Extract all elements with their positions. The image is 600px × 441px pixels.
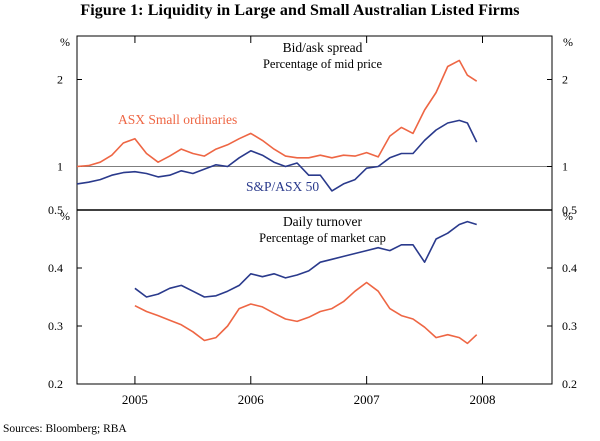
xtick-label-2006: 2006 xyxy=(238,392,265,407)
turnover-ytick-label-right: 0.2 xyxy=(562,377,577,391)
turnover-ytick-label-left: 0.3 xyxy=(48,319,63,333)
spread-ytick-label-right: 1 xyxy=(562,160,568,174)
sources-note: Sources: Bloomberg; RBA xyxy=(3,423,127,435)
spread-ytick-label-left: 2 xyxy=(57,73,63,87)
spread-unit-left: % xyxy=(60,35,70,49)
turnover-ytick-label-left: 0.2 xyxy=(48,377,63,391)
turnover-series-asx50 xyxy=(134,220,477,298)
figure-title: Figure 1: Liquidity in Large and Small A… xyxy=(80,2,520,19)
spread-series-asx50 xyxy=(76,119,478,192)
turnover-ytick-label-left: 0.5 xyxy=(48,203,63,217)
xtick-label-2005: 2005 xyxy=(122,392,148,407)
turnover-title: Daily turnover xyxy=(283,214,363,229)
spread-series-small-ords xyxy=(76,59,478,168)
spread-ytick-label-left: 1 xyxy=(57,160,63,174)
turnover-series-small-ords xyxy=(134,281,478,345)
xtick-label-2007: 2007 xyxy=(354,392,381,407)
turnover-ytick-label-right: 0.4 xyxy=(562,261,577,275)
turnover-ytick-label-right: 0.3 xyxy=(562,319,577,333)
turnover-ytick-label-right: 0.5 xyxy=(562,203,577,217)
turnover-subtitle: Percentage of market cap xyxy=(259,231,386,245)
annotation-small-ords: ASX Small ordinaries xyxy=(118,112,237,127)
turnover-unit-left: % xyxy=(60,209,70,223)
annotation-asx50: S&P/ASX 50 xyxy=(246,179,319,194)
spread-unit-right: % xyxy=(563,35,573,49)
spread-ytick-label-right: 2 xyxy=(562,73,568,87)
spread-subtitle: Percentage of mid price xyxy=(263,57,382,71)
turnover-unit-right: % xyxy=(563,209,573,223)
spread-title: Bid/ask spread xyxy=(283,40,363,55)
turnover-ytick-label-left: 0.4 xyxy=(48,261,63,275)
xtick-label-2008: 2008 xyxy=(469,392,495,407)
